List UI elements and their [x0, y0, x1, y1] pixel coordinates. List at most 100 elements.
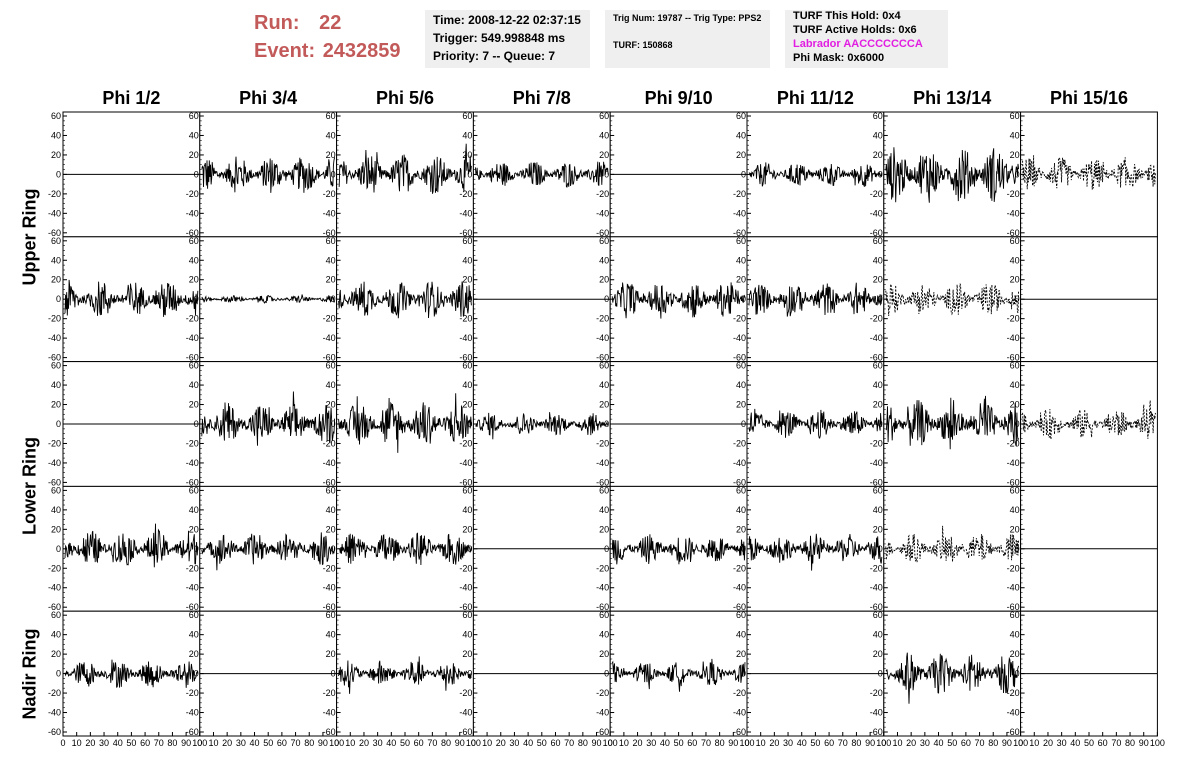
y-tick-label: 20 [1010, 400, 1020, 410]
y-tick-label: 20 [462, 400, 472, 410]
y-tick-label: 20 [1010, 275, 1020, 285]
y-tick-label: 0 [878, 169, 883, 179]
x-tick-label: 80 [167, 738, 177, 748]
y-tick-label: 20 [189, 524, 199, 534]
y-tick-label: -60 [870, 353, 883, 363]
x-tick-label: 50 [263, 738, 273, 748]
turf-panel: TURF This Hold: 0x4 TURF Active Holds: 0… [785, 10, 948, 68]
y-tick-label: 20 [599, 275, 609, 285]
y-tick-label: 20 [326, 400, 336, 410]
y-tick-label: 60 [599, 236, 609, 246]
x-tick-label: 40 [386, 738, 396, 748]
y-tick-label: -20 [870, 688, 883, 698]
y-tick-label: 40 [599, 130, 609, 140]
y-tick-label: -20 [1007, 563, 1020, 573]
y-tick-label: -20 [1007, 438, 1020, 448]
x-tick-label: 10 [756, 738, 766, 748]
phi-mask-text: Phi Mask: 0x6000 [793, 52, 885, 64]
waveform-trace [475, 412, 609, 440]
y-tick-label: 60 [1010, 485, 1020, 495]
y-tick-label: 0 [331, 419, 336, 429]
y-tick-label: 0 [467, 419, 472, 429]
y-tick-label: 60 [51, 610, 61, 620]
y-tick-label: 20 [599, 649, 609, 659]
y-tick-label: -20 [323, 563, 336, 573]
y-tick-label: 0 [741, 169, 746, 179]
y-tick-label: 40 [599, 255, 609, 265]
run-value: 22 [319, 12, 342, 34]
y-tick-label: 0 [331, 544, 336, 554]
y-tick-label: -20 [596, 314, 609, 324]
y-tick-label: 40 [873, 130, 883, 140]
x-tick-label: 30 [783, 738, 793, 748]
y-tick-label: -20 [733, 563, 746, 573]
row-group-label: Nadir Ring [19, 628, 40, 720]
y-tick-label: 0 [878, 544, 883, 554]
y-tick-label: 0 [1015, 419, 1020, 429]
y-tick-label: -20 [1007, 314, 1020, 324]
y-tick-label: 60 [873, 236, 883, 246]
y-tick-label: -40 [596, 333, 609, 343]
waveform-trace [338, 281, 472, 319]
x-tick-label: 50 [810, 738, 820, 748]
y-tick-label: 40 [189, 505, 199, 515]
y-tick-label: -20 [596, 563, 609, 573]
y-tick-label: -60 [596, 477, 609, 487]
y-tick-label: 20 [462, 150, 472, 160]
y-tick-label: 0 [604, 419, 609, 429]
x-tick-label: 90 [592, 738, 602, 748]
x-tick-label: 40 [934, 738, 944, 748]
y-tick-label: -40 [870, 583, 883, 593]
y-tick-label: 60 [873, 485, 883, 495]
y-tick-label: -40 [733, 333, 746, 343]
waveform-trace [611, 282, 746, 319]
y-tick-label: 0 [56, 669, 61, 679]
x-tick-label: 0 [334, 738, 339, 748]
y-tick-label: 20 [873, 400, 883, 410]
y-tick-label: 60 [326, 361, 336, 371]
y-tick-label: -20 [459, 314, 472, 324]
waveform-trace [885, 147, 1020, 203]
y-tick-label: 60 [736, 485, 746, 495]
waveform-trace [64, 279, 199, 317]
y-tick-label: 20 [51, 524, 61, 534]
y-tick-label: 60 [51, 236, 61, 246]
y-tick-label: 40 [736, 255, 746, 265]
waveform-trace [748, 162, 883, 187]
x-tick-label: 30 [509, 738, 519, 748]
y-tick-label: 0 [604, 294, 609, 304]
y-tick-label: 0 [1015, 169, 1020, 179]
x-tick-label: 10 [619, 738, 629, 748]
column-title: Phi 11/12 [777, 88, 854, 108]
y-tick-label: -40 [870, 458, 883, 468]
x-tick-label: 90 [728, 738, 738, 748]
y-tick-label: -40 [1007, 583, 1020, 593]
y-tick-label: -60 [596, 353, 609, 363]
waveform-trace [64, 659, 199, 688]
y-tick-label: -40 [596, 708, 609, 718]
y-tick-label: 40 [873, 505, 883, 515]
y-tick-label: -20 [459, 438, 472, 448]
x-tick-label: 10 [482, 738, 492, 748]
y-tick-label: -60 [1007, 727, 1020, 737]
y-tick-label: -60 [733, 477, 746, 487]
y-tick-label: 60 [189, 111, 199, 121]
y-tick-label: 40 [873, 630, 883, 640]
event-line: Event: 2432859 [254, 40, 401, 63]
y-tick-label: 60 [189, 610, 199, 620]
x-tick-label: 80 [441, 738, 451, 748]
waveform-trace [885, 652, 1020, 704]
y-tick-label: -60 [1007, 477, 1020, 487]
x-tick-label: 40 [797, 738, 807, 748]
y-tick-label: 40 [326, 505, 336, 515]
y-tick-label: 20 [462, 275, 472, 285]
y-tick-label: -40 [459, 708, 472, 718]
event-value: 2432859 [322, 40, 401, 62]
x-tick-label: 90 [1139, 738, 1149, 748]
x-tick-label: 50 [947, 738, 957, 748]
y-tick-label: 0 [604, 669, 609, 679]
y-tick-label: 0 [467, 669, 472, 679]
y-tick-label: 40 [326, 130, 336, 140]
y-tick-label: 40 [599, 380, 609, 390]
y-tick-label: 20 [189, 275, 199, 285]
